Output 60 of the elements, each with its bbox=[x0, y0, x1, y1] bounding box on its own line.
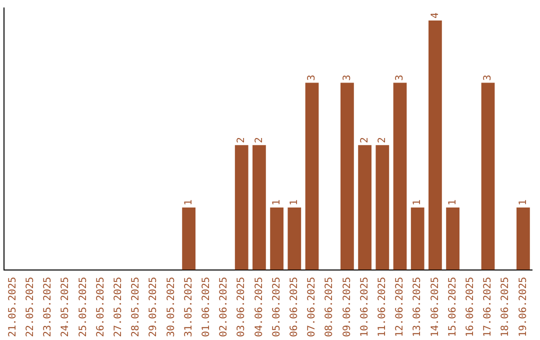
data-label: 1 bbox=[518, 199, 529, 206]
x-tick-label: 10.06.2025 bbox=[359, 276, 370, 338]
bar bbox=[234, 145, 248, 270]
data-label: 1 bbox=[183, 199, 194, 206]
data-label: 1 bbox=[288, 199, 300, 206]
x-tick-label: 17.06.2025 bbox=[482, 276, 494, 338]
bar bbox=[288, 207, 302, 270]
x-tick-label: 14.06.2025 bbox=[430, 276, 441, 338]
x-tick-label: 23.05.2025 bbox=[42, 276, 54, 338]
data-label: 2 bbox=[254, 137, 265, 144]
x-tick-label: 06.06.2025 bbox=[288, 276, 300, 338]
bar bbox=[305, 82, 319, 270]
data-label: 2 bbox=[359, 137, 370, 144]
data-label: 4 bbox=[430, 12, 441, 18]
x-tick-label: 18.06.2025 bbox=[500, 276, 512, 338]
x-tick-label: 15.06.2025 bbox=[447, 276, 458, 338]
x-tick-label: 07.06.2025 bbox=[306, 276, 318, 338]
bar bbox=[393, 82, 407, 270]
x-tick-label: 30.05.2025 bbox=[166, 276, 177, 338]
data-label: 3 bbox=[394, 74, 406, 81]
x-tick-label: 28.05.2025 bbox=[130, 276, 142, 338]
bar bbox=[376, 145, 390, 270]
data-label: 3 bbox=[306, 74, 318, 81]
bar bbox=[481, 82, 495, 270]
data-label: 1 bbox=[412, 199, 424, 206]
x-tick-label: 02.06.2025 bbox=[218, 276, 230, 338]
bar bbox=[252, 145, 266, 270]
x-tick-label: 11.06.2025 bbox=[376, 276, 388, 338]
x-tick-label: 27.05.2025 bbox=[112, 276, 124, 338]
x-tick-label: 24.05.2025 bbox=[60, 276, 72, 338]
bar bbox=[428, 20, 442, 270]
x-tick-label: 12.06.2025 bbox=[394, 276, 406, 338]
x-tick-label: 29.05.2025 bbox=[148, 276, 160, 338]
bar bbox=[270, 207, 284, 270]
x-tick-label: 26.05.2025 bbox=[95, 276, 106, 338]
bar bbox=[446, 207, 460, 270]
x-tick-label: 19.06.2025 bbox=[518, 276, 529, 338]
x-tick-label: 09.06.2025 bbox=[342, 276, 353, 338]
x-tick-label: 31.05.2025 bbox=[183, 276, 194, 338]
x-tick-label: 16.06.2025 bbox=[464, 276, 476, 338]
x-tick-label: 01.06.2025 bbox=[200, 276, 212, 338]
data-label: 1 bbox=[271, 199, 282, 206]
x-tick-label: 08.06.2025 bbox=[324, 276, 336, 338]
data-label: 3 bbox=[482, 74, 494, 81]
bar bbox=[182, 207, 196, 270]
bar bbox=[340, 82, 354, 270]
x-tick-label: 25.05.2025 bbox=[78, 276, 89, 338]
bar bbox=[358, 145, 372, 270]
data-label: 2 bbox=[236, 137, 248, 144]
bar bbox=[410, 207, 424, 270]
data-label: 1 bbox=[447, 199, 458, 206]
x-tick-label: 13.06.2025 bbox=[412, 276, 424, 338]
x-tick-label: 03.06.2025 bbox=[236, 276, 248, 338]
x-tick-label: 21.05.2025 bbox=[7, 276, 18, 338]
x-tick-label: 22.05.2025 bbox=[24, 276, 36, 338]
bar bbox=[516, 207, 530, 270]
x-tick-label: 04.06.2025 bbox=[254, 276, 265, 338]
data-label: 2 bbox=[376, 137, 388, 144]
data-label: 3 bbox=[342, 74, 353, 81]
x-tick-label: 05.06.2025 bbox=[271, 276, 282, 338]
